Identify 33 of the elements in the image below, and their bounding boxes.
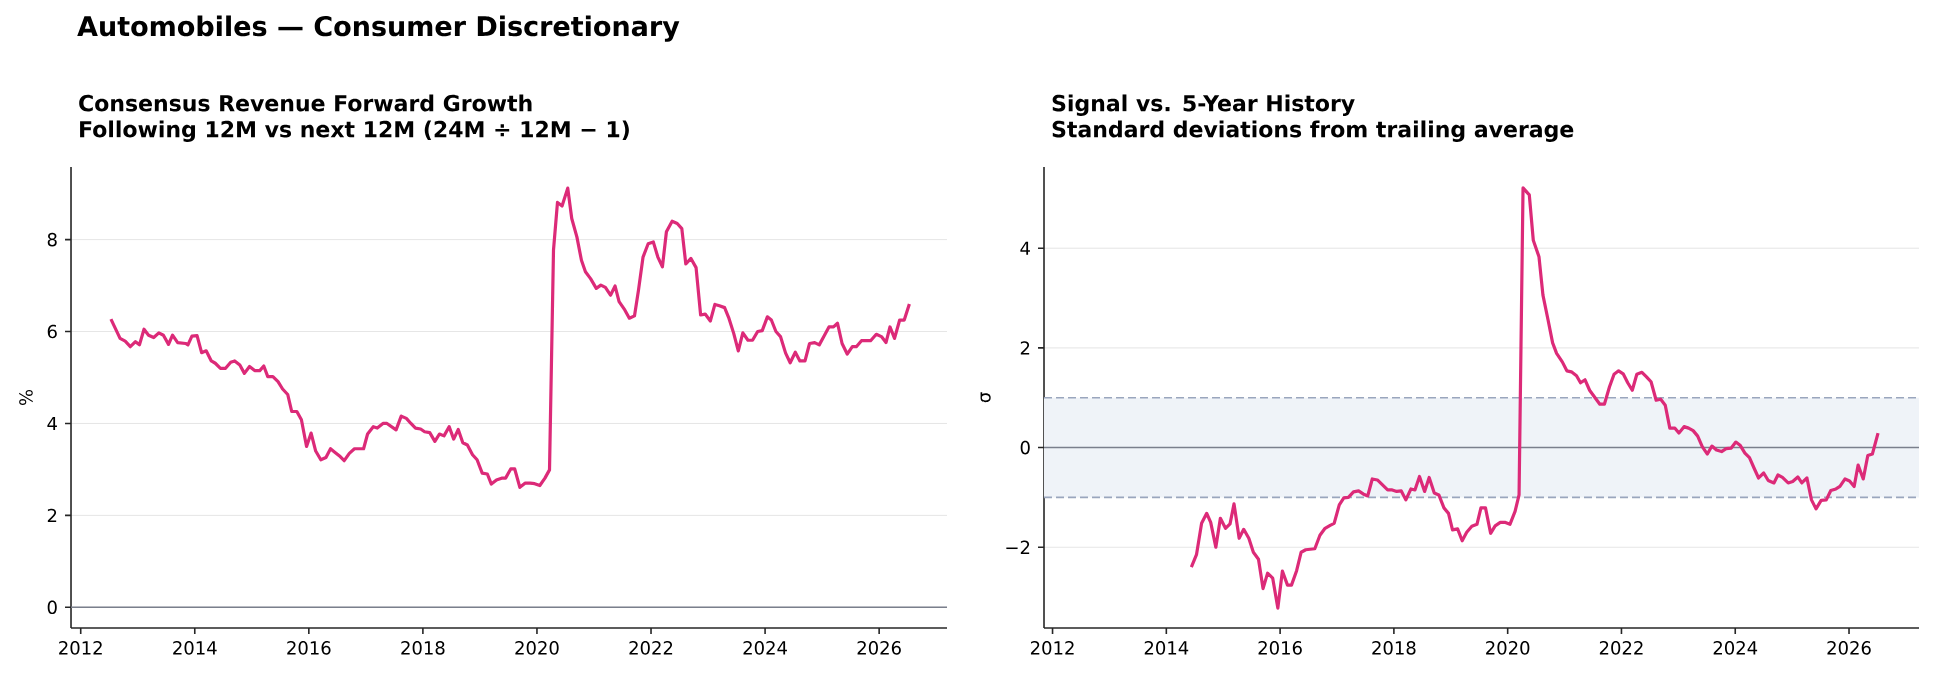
y-axis-title: σ: [980, 392, 991, 403]
x-tick-label: 2026: [1827, 641, 1871, 655]
chart-title: Consensus Revenue Forward Growth: [79, 94, 532, 112]
y-tick-label: 4: [47, 416, 57, 431]
x-tick-label: 2012: [59, 641, 102, 655]
y-axis-title: %: [19, 389, 33, 406]
y-tick-label: 6: [47, 324, 57, 339]
x-tick-label: 2026: [857, 641, 901, 655]
chart-subtitle: Standard deviations from trailing average: [1052, 120, 1574, 142]
y-tick-label: 2: [1020, 341, 1030, 355]
chart-title: Signal vs. 5-Year History: [1052, 94, 1355, 116]
x-tick-label: 2012: [1030, 641, 1074, 655]
x-tick-label: 2022: [629, 641, 673, 655]
y-tick-label: 0: [47, 600, 57, 615]
x-tick-label: 2020: [1486, 641, 1530, 655]
x-tick-label: 2024: [1713, 641, 1758, 655]
x-tick-label: 2014: [1144, 641, 1189, 655]
y-tick-label: 4: [1020, 241, 1030, 255]
x-tick-label: 2018: [1372, 641, 1416, 655]
y-tick-label: 2: [47, 508, 57, 523]
y-tick-label: 0: [1020, 440, 1030, 455]
x-tick-label: 2024: [743, 641, 787, 655]
y-tick-label: 8: [47, 232, 57, 247]
x-tick-label: 2022: [1599, 641, 1643, 655]
x-tick-label: 2018: [401, 641, 445, 655]
x-tick-label: 2020: [515, 641, 559, 655]
text: Automobiles — Consumer Discretionary: [77, 15, 680, 42]
x-tick-label: 2016: [1258, 641, 1302, 655]
x-tick-label: 2016: [287, 641, 331, 655]
chart-subtitle: Following 12M vs next 12M (24M ÷ 12M − 1): [80, 120, 629, 142]
x-tick-label: 2014: [173, 641, 217, 655]
line-series: [109, 186, 911, 489]
y-tick-label: −2: [1006, 540, 1030, 554]
